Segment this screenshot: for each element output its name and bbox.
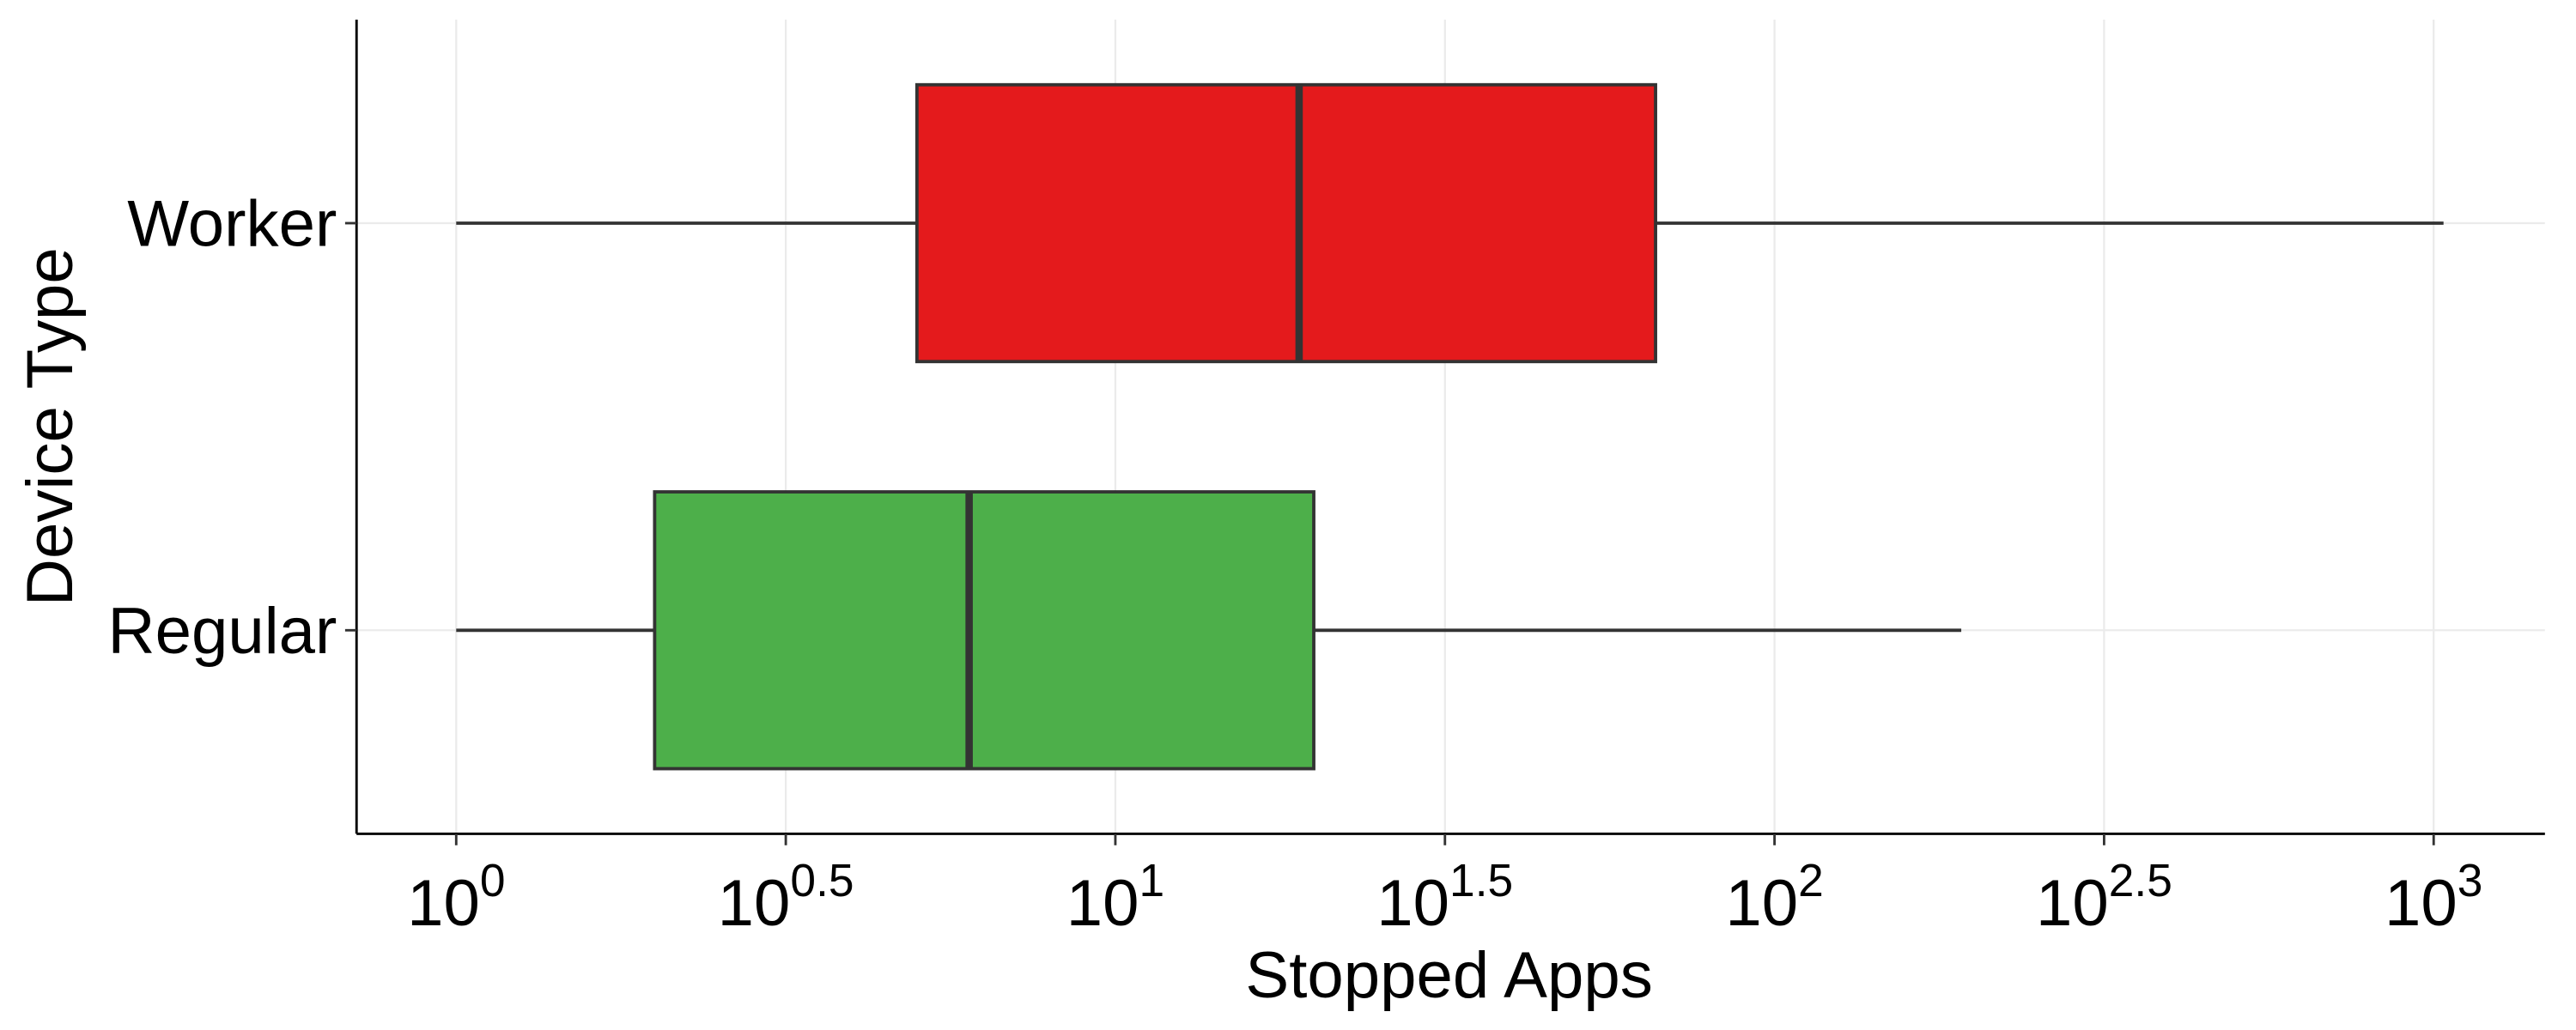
x-tick-label: 100 xyxy=(407,856,505,940)
x-tick-label: 100.5 xyxy=(718,856,854,940)
x-tick-base: 10 xyxy=(2036,867,2109,940)
x-tick-base: 10 xyxy=(407,867,480,940)
x-tick-exponent: 2.5 xyxy=(2109,856,2172,906)
x-tick-base: 10 xyxy=(718,867,791,940)
x-axis-title: Stopped Apps xyxy=(1245,939,1652,1012)
x-tick-exponent: 3 xyxy=(2458,856,2483,906)
x-tick-label: 102 xyxy=(1725,856,1823,940)
x-tick-label: 101 xyxy=(1066,856,1164,940)
x-tick-label: 103 xyxy=(2385,856,2482,940)
x-tick-exponent: 0 xyxy=(480,856,506,906)
x-tick-label: 102.5 xyxy=(2036,856,2172,940)
box xyxy=(914,82,1657,364)
x-tick-base: 10 xyxy=(1725,867,1798,940)
y-axis-title: Device Type xyxy=(14,247,87,606)
x-tick-base: 10 xyxy=(1376,867,1449,940)
box xyxy=(653,490,1315,771)
x-tick-base: 10 xyxy=(1066,867,1139,940)
y-tick-label: Regular xyxy=(108,595,337,668)
x-tick-exponent: 1 xyxy=(1139,856,1164,906)
y-tick-label: Worker xyxy=(127,188,337,261)
x-tick-exponent: 0.5 xyxy=(790,856,854,906)
x-tick-base: 10 xyxy=(2385,867,2458,940)
x-tick-label: 101.5 xyxy=(1376,856,1513,940)
x-tick-exponent: 2 xyxy=(1798,856,1824,906)
x-tick-exponent: 1.5 xyxy=(1449,856,1513,906)
